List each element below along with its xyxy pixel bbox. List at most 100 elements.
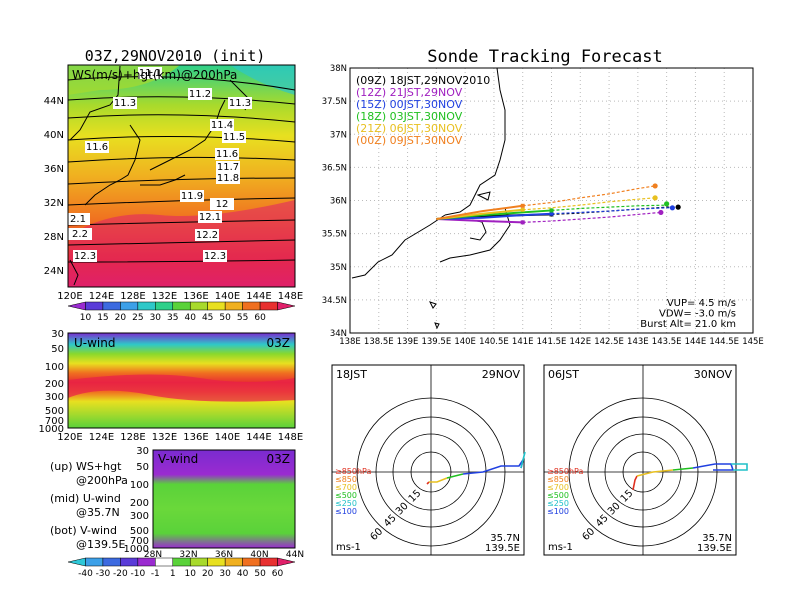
contour-labels: 11.1 11.2 11.3 11.3 11.411.5 11.6 11.6 11.711.8… xyxy=(66,67,252,262)
contour-label-bg xyxy=(188,88,212,100)
u-pressure-tick: 50 xyxy=(51,344,64,355)
track-x-tick: 139E xyxy=(397,337,419,347)
contour-label: 12.2 xyxy=(196,230,218,241)
contour-label-bg xyxy=(210,198,234,210)
upper-lon-tick: 120E xyxy=(57,291,82,302)
track-x-tick: 140E xyxy=(454,337,476,347)
track-x-tick: 143.5E xyxy=(652,337,682,347)
ws-colorbar-tick: 20 xyxy=(115,313,127,323)
ws-colorbar-swatch xyxy=(85,301,104,311)
ws-colorbar-swatch xyxy=(277,301,296,311)
uv-colorbar-tick: -30 xyxy=(96,569,111,579)
uv-colorbar-tick: -20 xyxy=(113,569,128,579)
v-pressure-tick: 30 xyxy=(136,446,149,457)
contour-label: 2.1 xyxy=(70,214,86,225)
track-x-tick: 140.5E xyxy=(479,337,509,347)
uv-colorbar-swatch xyxy=(67,557,86,567)
uv-colorbar-swatch xyxy=(172,557,191,567)
hodo-date-label: 30NOV xyxy=(694,368,733,381)
ws-colorbar-swatch xyxy=(189,301,208,311)
upper-lon-tick: 124E xyxy=(89,291,114,302)
u-lon-tick: 124E xyxy=(89,432,114,443)
ws-colorbar-swatch xyxy=(259,301,278,311)
track-x-ticks: 138E 138.5E 139E 139.5E 140E 140.5E 141E 141.5E… xyxy=(339,337,764,347)
track-x-tick: 145E xyxy=(742,337,764,347)
right-title: Sonde Tracking Forecast xyxy=(427,47,662,67)
contour-label-bg xyxy=(113,97,137,109)
u-pressure-tick: 200 xyxy=(45,379,64,390)
u-wind-frame xyxy=(67,332,296,429)
contour-label-bg xyxy=(180,190,204,202)
uv-colorbar-tick: -1 xyxy=(151,569,160,579)
contour-label-bg xyxy=(68,228,92,240)
ws-colorbar: 10 15 20 25 30 35 40 45 50 55 60 xyxy=(67,301,296,323)
track-legend-entry: (12Z) 21JST,29NOV xyxy=(356,86,463,99)
uv-colorbar-swatch xyxy=(224,557,243,567)
u-pressure-tick: 500 xyxy=(45,406,64,417)
u-lon-tick: 128E xyxy=(120,432,145,443)
contour-label-bg xyxy=(66,213,90,225)
contour-label: 11.6 xyxy=(216,149,238,160)
upper-lat-tick: 24N xyxy=(44,266,64,277)
v-pressure-tick: 1000 xyxy=(124,544,149,555)
u-pressure-tick: 700 xyxy=(45,416,64,427)
hodo-time-label: 06JST xyxy=(548,368,579,381)
contour-label: 11.9 xyxy=(181,191,203,202)
u-jet xyxy=(68,374,295,402)
v-lat-tick: 44N xyxy=(286,550,304,560)
v-pressure-tick: 200 xyxy=(130,498,149,509)
contour-label-bg xyxy=(228,97,252,109)
hodo-frame xyxy=(543,364,737,556)
u-pressure-tick: 300 xyxy=(45,392,64,403)
ws-colorbar-tick: 10 xyxy=(80,313,92,323)
contour-label: 2.2 xyxy=(72,229,88,240)
uv-colorbar-swatch xyxy=(102,557,121,567)
track-ascent-line xyxy=(436,218,523,224)
ws-colorbar-swatch xyxy=(120,301,139,311)
hodo-trace xyxy=(636,469,674,477)
contour-label-bg xyxy=(203,250,227,262)
u-pressure-tick: 100 xyxy=(45,362,64,373)
hodo-trace xyxy=(520,451,526,469)
track-x-tick: 142E xyxy=(569,337,591,347)
contour-label: 12.1 xyxy=(199,212,221,223)
upper-map-overlay-label: WS(m/s)+hgt(km)@200hPa xyxy=(72,68,237,82)
hodo-trace xyxy=(632,475,638,491)
contour-label: 11.2 xyxy=(189,89,211,100)
hodo-trace xyxy=(672,467,694,471)
legend-bot: (bot) V-wind xyxy=(50,524,117,537)
track-x-tick: 141E xyxy=(512,337,534,347)
hodo-lon: 139.5E xyxy=(485,543,520,554)
track-legend-entry: (00Z) 09JST,30NOV xyxy=(356,134,463,147)
upper-lon-ticks: 120E 124E 128E 132E 136E 140E 144E 148E xyxy=(57,291,303,302)
hodo-unit: ms-1 xyxy=(548,542,573,553)
contour-label-bg xyxy=(222,131,246,143)
ws-colorbar-tick: 45 xyxy=(202,313,213,323)
track-x-tick: 139.5E xyxy=(421,337,451,347)
legend-mid2: @35.7N xyxy=(76,506,120,519)
contour-label-bg xyxy=(210,119,234,131)
track-burst-point xyxy=(520,203,525,208)
track-frame xyxy=(349,67,754,334)
v-lat-tick: 40N xyxy=(250,550,268,560)
track-x-tick: 142.5E xyxy=(594,337,624,347)
track-annotation: VDW= -3.0 m/s xyxy=(659,309,736,320)
u-wind-label: U-wind xyxy=(74,336,115,350)
track-legend-entry: (09Z) 18JST,29NOV2010 xyxy=(356,74,490,87)
uv-colorbar-swatch xyxy=(189,557,208,567)
contour-label: 11.3 xyxy=(114,98,136,109)
contour-label-bg xyxy=(138,67,162,79)
ws-colorbar-swatch xyxy=(207,301,226,311)
v-lat-ticks: 28N 32N 36N 40N 44N xyxy=(144,550,304,560)
contour-label-bg xyxy=(216,161,240,173)
legend-mid: (mid) U-wind xyxy=(50,492,121,505)
track-descent-line xyxy=(522,197,656,211)
track-y-tick: 37N xyxy=(330,130,347,140)
uv-colorbar-tick: 50 xyxy=(254,569,266,579)
v-lat-tick: 32N xyxy=(179,550,197,560)
v-wind-time: 03Z xyxy=(267,452,291,466)
track-annotation: Burst Alt= 21.0 km xyxy=(640,319,736,330)
